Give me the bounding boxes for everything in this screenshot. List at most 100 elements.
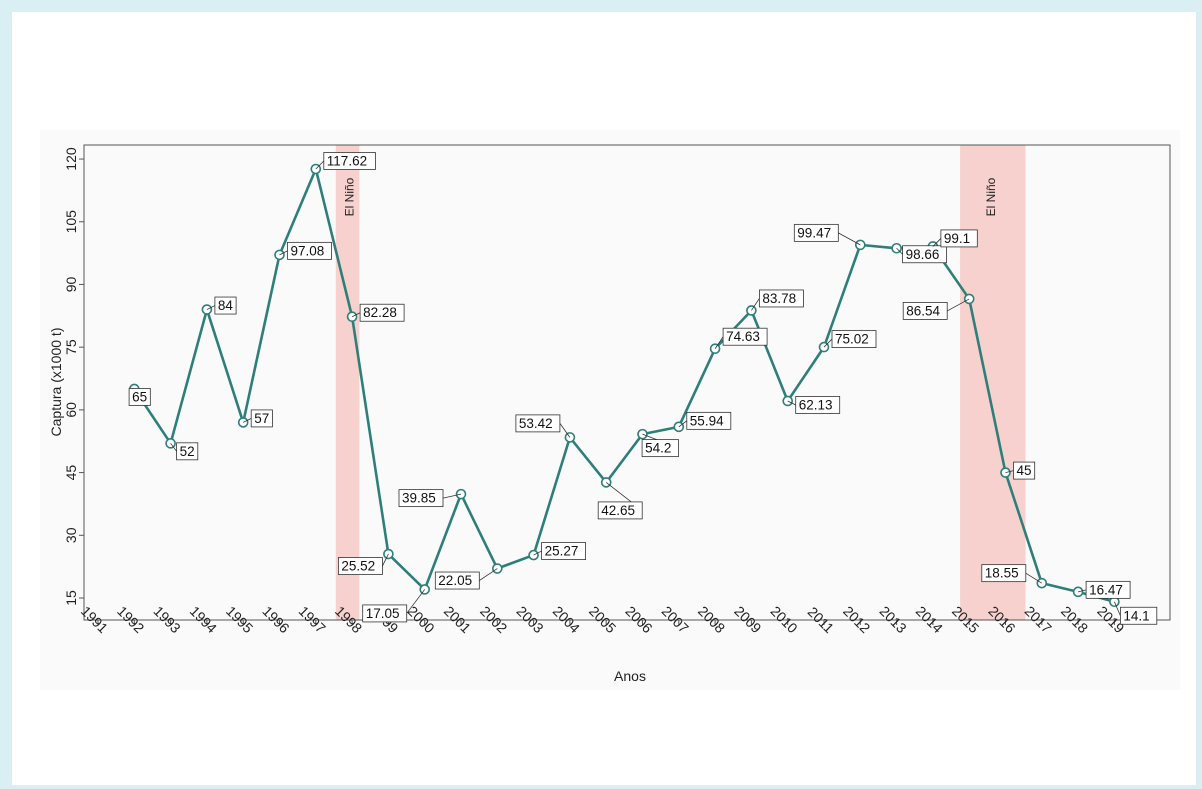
data-label: 57	[243, 409, 273, 428]
label-box	[940, 229, 978, 248]
label-text: 55.94	[690, 413, 724, 428]
label-box	[1120, 606, 1158, 625]
label-text: 99.47	[797, 225, 831, 240]
label-text: 45	[1017, 463, 1032, 478]
label-leader	[932, 238, 942, 247]
data-label: 97.08	[279, 241, 332, 260]
label-text: 98.66	[906, 247, 940, 262]
data-label: 82.28	[351, 303, 405, 322]
label-leader	[787, 400, 796, 406]
el-nino-band	[960, 145, 1026, 620]
label-text: 117.62	[327, 153, 367, 168]
label-box	[128, 388, 151, 406]
label-text: 16.47	[1089, 582, 1123, 597]
data-label: 83.78	[751, 289, 804, 311]
y-tick-label: 90	[63, 276, 79, 292]
data-label: 53.42	[515, 414, 571, 438]
label-box	[1085, 580, 1131, 599]
label-text: 74.63	[726, 329, 760, 344]
label-leader	[442, 493, 462, 499]
label-leader	[838, 232, 861, 246]
label-leader	[714, 336, 724, 349]
plot-area	[83, 144, 1171, 621]
label-leader	[351, 312, 361, 318]
data-label: 22.05	[434, 568, 498, 590]
label-leader	[170, 443, 177, 452]
label-box	[541, 542, 586, 560]
data-label: 42.65	[597, 482, 643, 520]
label-box	[981, 564, 1027, 583]
label-leader	[243, 418, 252, 423]
label-box	[793, 223, 839, 242]
data-label: 99.1	[932, 229, 978, 248]
label-leader	[279, 250, 288, 256]
label-box	[362, 604, 408, 623]
label-leader	[406, 589, 426, 614]
label-text: 22.05	[438, 573, 472, 588]
data-label: 55.94	[678, 411, 732, 430]
label-box	[722, 327, 768, 346]
label-box	[902, 302, 948, 320]
data-labels: 65 52 84 57 97.08 117.62 82.28 25.52 17.05 39.85 2…	[128, 152, 1158, 625]
label-box	[398, 489, 444, 508]
data-label: 52	[170, 442, 199, 461]
el-nino-label: El Niño	[343, 177, 357, 216]
label-box	[359, 303, 405, 322]
label-text: 83.78	[762, 291, 796, 306]
label-text: 99.1	[944, 231, 970, 246]
label-leader	[206, 305, 216, 310]
label-box	[250, 409, 273, 428]
label-text: 53.42	[519, 416, 553, 431]
label-leader	[315, 160, 325, 170]
label-text: 17.05	[366, 606, 400, 621]
label-text: 54.2	[645, 441, 671, 456]
label-box	[831, 330, 877, 348]
data-label: 98.66	[896, 245, 947, 264]
label-text: 39.85	[402, 491, 436, 506]
series-polyline	[133, 167, 1115, 604]
label-leader	[947, 298, 970, 312]
label-text: 14.1	[1123, 608, 1149, 623]
label-text: 42.65	[601, 503, 635, 518]
data-label: 16.47	[1078, 580, 1131, 599]
label-box	[287, 241, 332, 260]
label-leader	[1025, 572, 1043, 584]
label-text: 84	[218, 298, 234, 313]
label-box	[1013, 461, 1036, 480]
y-tick-label: 75	[63, 339, 79, 355]
y-tick-label: 15	[63, 590, 79, 606]
y-tick-label: 105	[63, 210, 79, 234]
y-axis-title: Captura (x1000 t)	[48, 328, 64, 437]
data-label: 86.54	[902, 298, 970, 320]
label-box	[337, 557, 383, 575]
label-leader	[559, 423, 571, 438]
y-tick-label: 60	[63, 402, 79, 418]
label-box	[641, 439, 679, 458]
label-text: 62.13	[799, 397, 833, 412]
data-label: 117.62	[315, 152, 376, 170]
data-label: 45	[1005, 461, 1036, 480]
el-nino-bands: El Niño El Niño	[335, 145, 1026, 620]
label-text: 25.27	[545, 544, 579, 559]
label-box	[176, 442, 199, 461]
label-leader	[533, 550, 542, 556]
label-box	[597, 501, 643, 520]
data-label: 99.47	[793, 223, 861, 246]
label-text: 18.55	[985, 566, 1019, 581]
label-leader	[678, 420, 688, 428]
label-leader	[823, 338, 833, 348]
label-leader	[1114, 601, 1121, 616]
label-leader	[479, 568, 498, 581]
label-text: 25.52	[341, 559, 375, 574]
data-label: 25.52	[337, 553, 389, 575]
data-label: 65	[128, 388, 151, 406]
label-box	[902, 245, 947, 264]
label-box	[214, 296, 237, 315]
label-text: 75.02	[835, 332, 869, 347]
data-label: 17.05	[362, 589, 426, 623]
label-text: 82.28	[363, 305, 397, 320]
label-box	[759, 289, 804, 308]
label-text: 97.08	[291, 243, 325, 258]
label-box	[434, 571, 480, 590]
